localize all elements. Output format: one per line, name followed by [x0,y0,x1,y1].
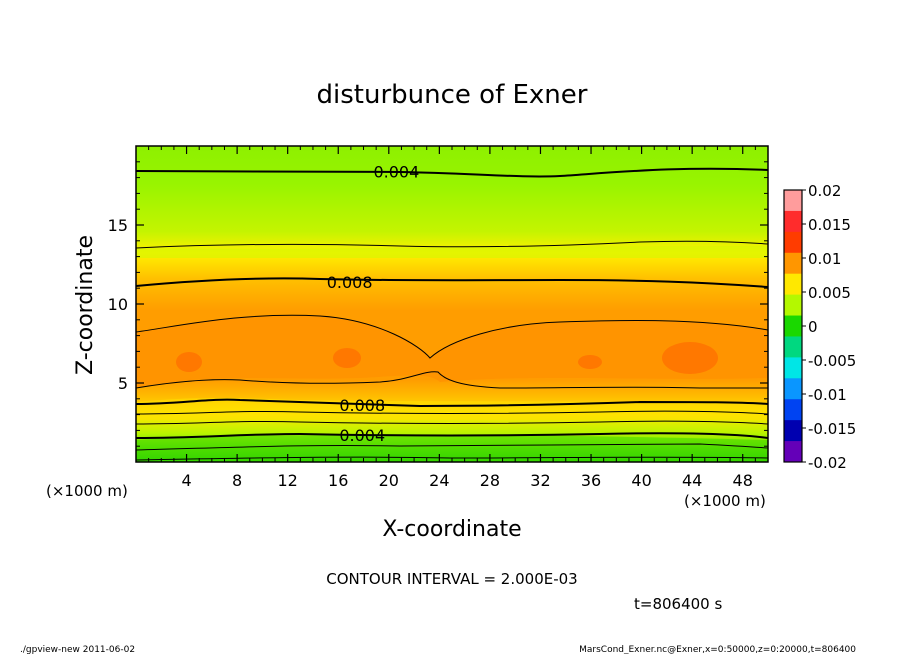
colorbar-swatch [784,273,802,296]
colorbar: 0.02 0.015 0.01 0.005 0 -0.005 -0.01 -0.015 -0.0… [783,182,856,472]
x-tick-label: 8 [232,471,242,490]
contour-line [136,410,768,415]
footer-right: MarsCond_Exner.nc@Exner,x=0:50000,z=0:20… [579,645,856,654]
x-tick-label: 28 [480,471,500,490]
x-tick-label: 36 [581,471,601,490]
y-tick-label: 15 [108,216,128,235]
contour-line [136,398,768,408]
x-tick-label: 24 [429,471,449,490]
contour-line [136,314,768,359]
contour-line [136,456,768,461]
field-orange-core [136,315,768,388]
field-blob [578,355,602,369]
contour-label: 0.008 [327,273,373,292]
x-axis: 4 8 12 16 20 24 28 32 36 40 44 48 [148,146,756,490]
contour-line [136,420,768,425]
contour-interval: CONTOUR INTERVAL = 2.000E-03 [326,570,577,588]
y-axis-title: Z-coordinate [73,235,98,375]
x-tick-label: 12 [278,471,298,490]
y-axis: 5 10 15 [108,161,768,447]
x-tick-label: 48 [733,471,753,490]
colorbar-tick-label: -0.015 [808,420,856,438]
y-tick-label: 10 [108,295,128,314]
colorbar-swatch [784,252,802,275]
colorbar-swatch [784,357,802,379]
colorbar-swatch [784,399,802,421]
contour-line [136,371,768,389]
x-tick-label: 4 [181,471,191,490]
time-label: t=806400 s [634,595,722,613]
x-unit-left: (×1000 m) [46,482,128,500]
contour-line [136,443,768,451]
x-axis-title: X-coordinate [382,517,521,542]
chart-title: disturbunce of Exner [317,80,588,110]
contour-label: 0.008 [339,396,385,415]
colorbar-swatch [784,378,802,400]
colorbar-tick-label: -0.02 [808,454,847,472]
contour-line [136,167,768,178]
x-tick-label: 44 [682,471,702,490]
colorbar-tick-label: -0.01 [808,386,847,404]
colorbar-swatch [784,441,802,463]
field-band-green-bottom [136,435,768,462]
field-blob [176,352,202,372]
colorbar-swatch [784,210,802,233]
contour-lines [136,167,768,461]
colorbar-tick-label: 0.015 [808,216,851,234]
contour-line [136,432,768,439]
colorbar-swatch [784,231,802,254]
colorbar-swatch [784,420,802,442]
x-tick-label: 16 [328,471,348,490]
contour-labels: 0.004 0.008 0.008 0.004 [327,162,420,445]
colorbar-swatch [784,190,802,212]
x-unit-right: (×1000 m) [684,492,766,510]
colorbar-tick-label: 0.01 [808,250,841,268]
footer-left: ./gpview-new 2011-06-02 [20,645,135,654]
contour-field [136,146,768,462]
contour-label: 0.004 [373,162,419,181]
x-tick-label: 20 [379,471,399,490]
colorbar-tick-label: 0.005 [808,284,851,302]
x-tick-label: 32 [530,471,550,490]
field-blob [333,348,361,368]
colorbar-tick-label: 0 [808,318,818,336]
x-tick-label: 40 [631,471,651,490]
colorbar-tick-label: -0.005 [808,352,856,370]
field-band-yellow-top [136,246,768,258]
contour-label: 0.004 [339,426,385,445]
colorbar-swatch [784,315,802,337]
contour-line [136,277,768,288]
y-tick-label: 5 [118,374,128,393]
colorbar-swatch [784,336,802,358]
colorbar-swatch [784,294,802,317]
colorbar-tick-label: 0.02 [808,182,841,200]
field-blob [662,342,718,374]
contour-line [136,240,768,249]
